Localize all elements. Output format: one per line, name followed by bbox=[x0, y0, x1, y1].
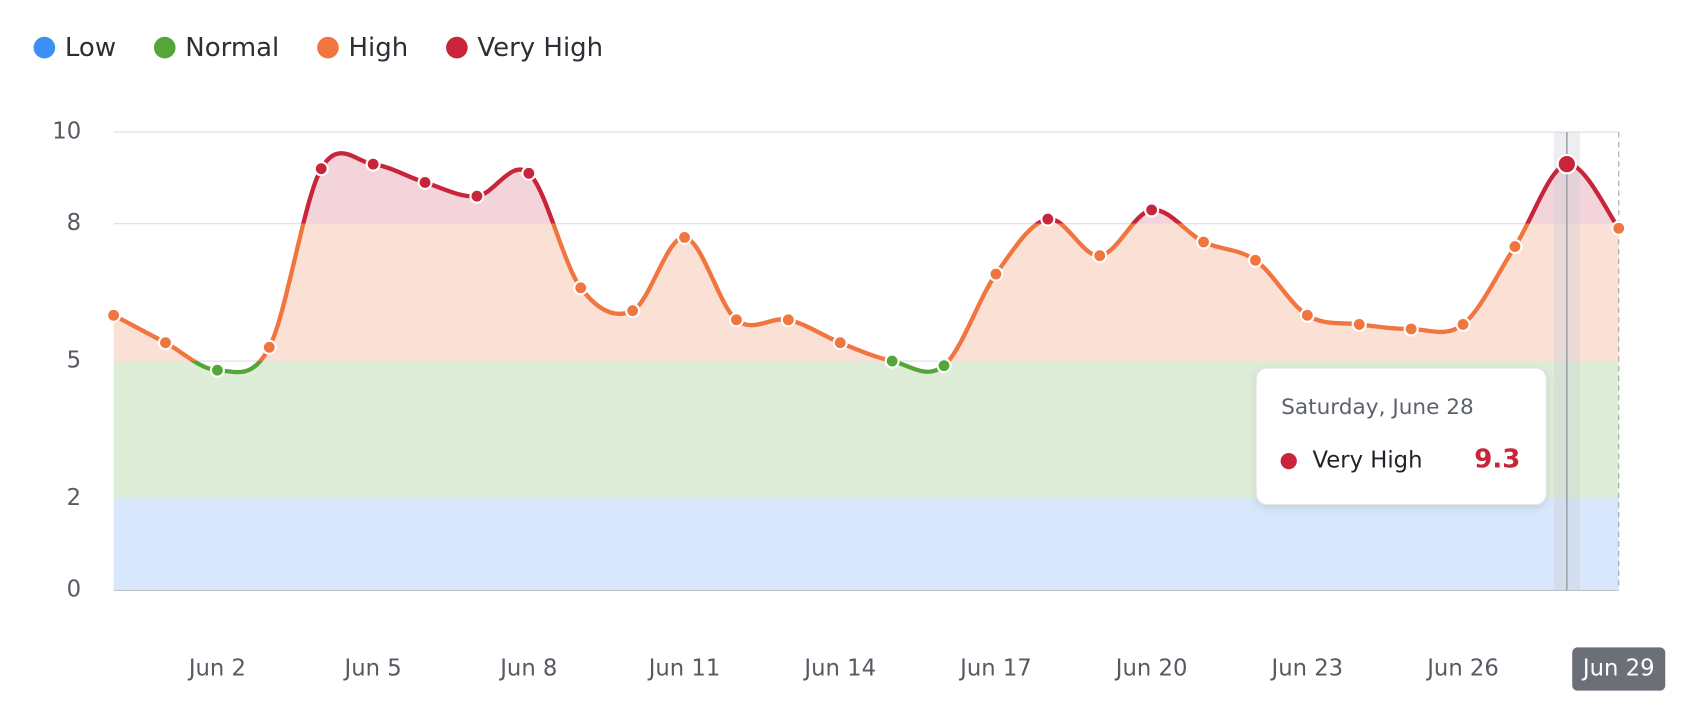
x-tick-label: Jun 14 bbox=[802, 656, 876, 682]
point bbox=[313, 161, 329, 177]
legend-dot bbox=[153, 36, 176, 59]
y-tick-label: 0 bbox=[67, 576, 81, 602]
x-tick-label: Jun 20 bbox=[1114, 656, 1188, 682]
point bbox=[1144, 202, 1160, 218]
point bbox=[261, 339, 277, 355]
point bbox=[728, 312, 745, 328]
point bbox=[521, 165, 537, 181]
point bbox=[1351, 316, 1367, 332]
point bbox=[780, 312, 796, 328]
tooltip-title: Saturday, June 28 bbox=[1281, 395, 1474, 420]
point bbox=[1455, 316, 1471, 332]
y-tick-label: 5 bbox=[67, 348, 81, 374]
x-tick-label: Jun 17 bbox=[958, 656, 1032, 682]
x-tick-label: Jun 2 bbox=[187, 656, 246, 682]
x-tick-label: Jun 29 bbox=[1581, 656, 1655, 682]
point bbox=[1040, 211, 1056, 227]
point bbox=[1403, 321, 1419, 337]
point bbox=[936, 358, 952, 374]
legend-label: Low bbox=[65, 33, 116, 63]
point bbox=[573, 280, 589, 296]
line bbox=[301, 151, 1619, 224]
point bbox=[1556, 153, 1578, 175]
y-tick-label: 10 bbox=[52, 119, 81, 145]
y-tick-label: 2 bbox=[67, 485, 81, 511]
point bbox=[365, 156, 381, 172]
legend-label: Normal bbox=[185, 33, 279, 63]
point bbox=[1247, 252, 1264, 268]
point bbox=[676, 229, 693, 245]
legend-label: Very High bbox=[477, 33, 603, 63]
area bbox=[113, 361, 1619, 499]
tooltip bbox=[1255, 367, 1547, 506]
point bbox=[1195, 234, 1212, 250]
x-tick-label: Jun 11 bbox=[647, 656, 721, 682]
legend-label: High bbox=[349, 33, 409, 63]
point bbox=[417, 174, 433, 191]
area bbox=[113, 498, 1619, 590]
point bbox=[988, 266, 1004, 282]
tooltip-dot bbox=[1280, 453, 1297, 470]
point bbox=[157, 335, 174, 351]
point bbox=[469, 188, 485, 204]
point bbox=[832, 335, 848, 351]
point bbox=[1299, 307, 1315, 323]
legend-dot bbox=[446, 36, 468, 59]
point bbox=[106, 307, 122, 323]
x-tick-label: Jun 23 bbox=[1270, 656, 1344, 682]
legend-dot bbox=[317, 36, 339, 59]
point bbox=[1507, 238, 1523, 255]
point bbox=[1611, 220, 1627, 236]
point bbox=[884, 353, 900, 369]
x-tick-label: Jun 8 bbox=[498, 656, 557, 682]
legend-dot bbox=[33, 36, 56, 59]
tooltip-value: 9.3 bbox=[1474, 445, 1520, 475]
area bbox=[303, 153, 1616, 224]
x-tick-label: Jun 5 bbox=[343, 656, 402, 682]
area bbox=[113, 223, 1619, 362]
point bbox=[209, 362, 225, 378]
point bbox=[625, 303, 641, 319]
x-tick-highlight bbox=[1572, 647, 1666, 691]
x-tick-label: Jun 26 bbox=[1425, 656, 1499, 682]
point bbox=[1092, 248, 1108, 264]
y-tick-label: 8 bbox=[67, 210, 81, 236]
tooltip-series: Very High bbox=[1313, 448, 1423, 474]
